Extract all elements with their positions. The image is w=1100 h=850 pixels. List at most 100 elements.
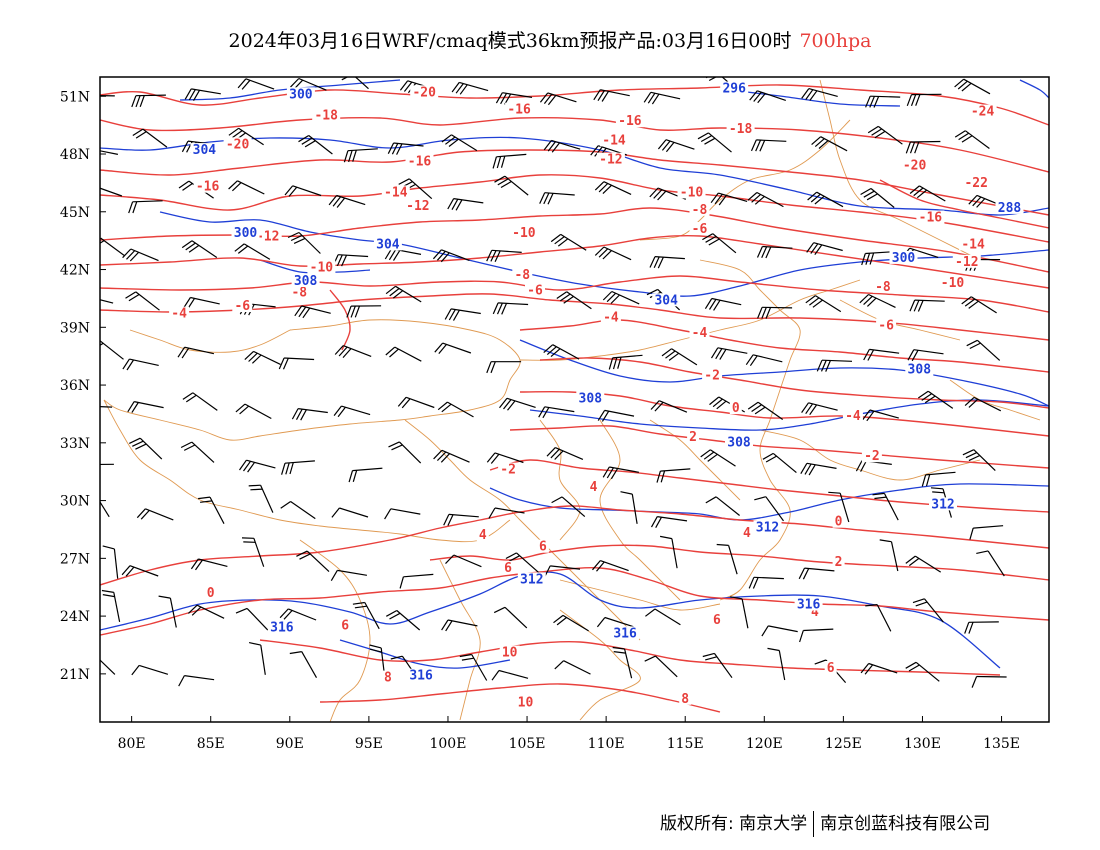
temperature-label-bg xyxy=(253,229,282,243)
wind-barb xyxy=(767,647,786,681)
wind-barb xyxy=(546,447,584,460)
temperature-label-bg xyxy=(824,661,837,674)
temperature-label: 2 xyxy=(689,430,697,445)
temperature-label-bg xyxy=(900,158,929,172)
wind-barb xyxy=(697,132,732,153)
wind-barb xyxy=(459,653,488,681)
temperature-label-bg xyxy=(832,514,845,528)
temperature-label: -2 xyxy=(864,449,880,464)
wind-barb xyxy=(747,191,784,208)
wind-barb xyxy=(745,354,783,367)
wind-barb xyxy=(182,392,218,411)
wind-barb xyxy=(872,492,899,521)
isotherm xyxy=(879,179,1049,229)
height-label-bg xyxy=(190,143,219,157)
lat-tick-label: 42N xyxy=(60,263,90,279)
wind-barb xyxy=(445,554,482,568)
wind-barb xyxy=(443,513,479,526)
wind-barb xyxy=(278,357,315,370)
height-label-bg xyxy=(929,497,957,511)
border-line xyxy=(519,279,861,361)
lon-tick-label: 100E xyxy=(429,736,466,752)
border-line xyxy=(404,419,641,641)
isotherm xyxy=(100,174,1049,243)
wind-barb xyxy=(441,134,478,152)
temperature-label: -22 xyxy=(964,176,987,191)
temperature-label-bg xyxy=(381,185,410,199)
temperature-label: 4 xyxy=(811,605,819,620)
wind-barb xyxy=(181,240,218,258)
wind-barb xyxy=(921,471,956,487)
wind-barb xyxy=(750,139,787,152)
wind-barb xyxy=(539,92,577,106)
footer-divider xyxy=(813,811,815,837)
height-contour xyxy=(1019,79,1049,99)
height-label-bg xyxy=(725,435,753,449)
wind-barb xyxy=(608,354,643,370)
height-label: 308 xyxy=(294,274,318,289)
wind-barb xyxy=(964,621,999,634)
wind-barb xyxy=(905,140,941,154)
wind-barb xyxy=(244,350,281,365)
temperature-label: -2 xyxy=(704,368,720,383)
wind-barb xyxy=(550,233,587,251)
wind-barb xyxy=(136,508,174,521)
isotherm xyxy=(519,319,1049,373)
height-label-bg xyxy=(407,668,436,682)
temperature-label: -10 xyxy=(680,185,704,200)
lon-tick-label: 85E xyxy=(197,736,225,752)
wind-barb xyxy=(129,437,163,460)
temperature-label-bg xyxy=(702,368,723,382)
isotherm xyxy=(100,293,1049,341)
wind-barb xyxy=(597,409,635,422)
wind-barb xyxy=(248,484,274,513)
wind-barb xyxy=(551,496,586,518)
wind-barb xyxy=(543,139,581,153)
wind-barb xyxy=(602,290,640,305)
wind-barb xyxy=(294,305,331,319)
wind-barb xyxy=(486,361,522,374)
height-label: 308 xyxy=(908,363,932,378)
wind-barb xyxy=(860,662,898,675)
wind-barb xyxy=(492,302,529,315)
wind-barb xyxy=(905,555,942,573)
wind-barb xyxy=(184,88,221,101)
isotherm xyxy=(100,149,1049,216)
temperature-label: -14 xyxy=(384,185,408,200)
height-label-bg xyxy=(291,274,320,287)
wind-barb xyxy=(596,616,634,628)
height-label: 304 xyxy=(376,237,400,252)
wind-barb xyxy=(917,390,954,409)
wind-barb xyxy=(602,466,640,480)
province-borders xyxy=(103,79,1041,722)
temperature-label: -24 xyxy=(971,105,995,120)
wind-barb xyxy=(543,344,580,360)
wind-barb xyxy=(806,242,843,255)
temperature-label: 6 xyxy=(713,613,721,628)
pressure-level: 700hpa xyxy=(799,30,872,52)
temperature-label-bg xyxy=(689,326,710,339)
isotherm xyxy=(100,234,1049,289)
wind-barb xyxy=(100,150,119,155)
wind-barb xyxy=(291,408,328,421)
temperature-label: -12 xyxy=(599,153,622,168)
wind-barb xyxy=(954,78,991,95)
title-text: 2024年03月16日WRF/cmaq模式36km预报产品:03月16日00时 xyxy=(228,30,792,52)
lon-tick-label: 90E xyxy=(276,736,304,752)
wind-barb xyxy=(861,251,896,266)
isotherm xyxy=(319,683,721,713)
wind-barbs xyxy=(100,77,1007,688)
temperature-label: -4 xyxy=(171,307,187,322)
wind-barb xyxy=(100,340,124,360)
temperature-label: -6 xyxy=(234,299,250,314)
temperature-label-bg xyxy=(677,185,706,199)
temperature-label-bg xyxy=(502,560,515,574)
temperature-label: -16 xyxy=(408,155,432,170)
temperature-label: -20 xyxy=(903,159,927,174)
wind-barb xyxy=(352,601,380,630)
wind-barb xyxy=(334,345,372,358)
wind-barb xyxy=(121,565,159,577)
wind-barb xyxy=(553,614,589,632)
wind-barb xyxy=(239,459,276,473)
wind-barb xyxy=(964,396,1002,412)
